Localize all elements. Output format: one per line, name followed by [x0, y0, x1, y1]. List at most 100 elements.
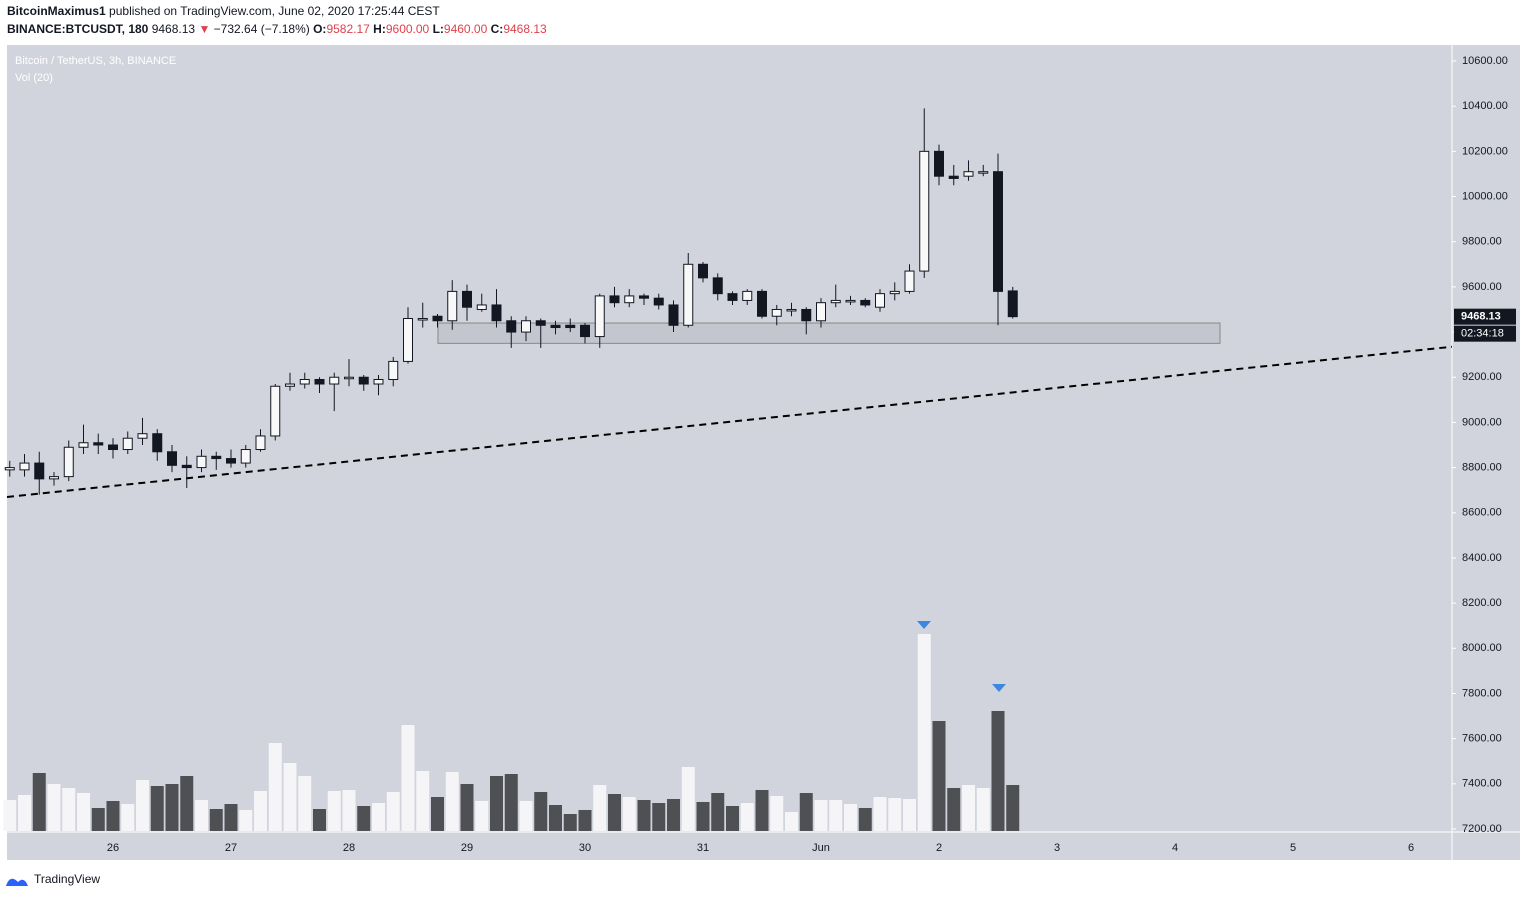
- candle-body: [137, 433, 148, 439]
- header-line-2: BINANCE:BTCUSDT, 180 9468.13 ▼ −732.64 (…: [7, 22, 547, 36]
- volume-bar: [858, 808, 872, 831]
- last: 9468.13: [152, 22, 196, 36]
- legend: Bitcoin / TetherUS, 3h, BINANCE: [15, 55, 176, 67]
- candle-body: [417, 318, 428, 321]
- y-tick-label: 10000.00: [1462, 190, 1508, 202]
- brand-logo: [6, 878, 28, 886]
- volume-bar: [873, 797, 887, 831]
- volume-bar: [327, 791, 341, 831]
- x-tick-label: 2: [936, 842, 942, 854]
- candle-body: [122, 437, 133, 451]
- volume-bar: [209, 809, 223, 831]
- volume-bar: [460, 784, 474, 831]
- volume-bar: [534, 792, 548, 831]
- arrow: ▼: [198, 22, 210, 36]
- candle-body: [285, 383, 295, 387]
- volume-bar: [681, 767, 695, 831]
- volume-bar: [799, 793, 813, 831]
- volume-bar: [372, 803, 385, 831]
- volume-bar: [445, 772, 459, 831]
- candle-body: [476, 304, 487, 310]
- candle-body: [889, 290, 900, 295]
- candle-body: [506, 320, 517, 333]
- candle-body: [388, 360, 399, 380]
- published: published on TradingView.com, June 02, 2…: [109, 4, 440, 18]
- candle-body: [63, 446, 74, 478]
- candle-body: [668, 304, 679, 326]
- volume-bar: [593, 785, 607, 831]
- volume-bar: [770, 796, 784, 831]
- volume-bar: [726, 806, 739, 831]
- y-tick-label: 7400.00: [1462, 778, 1502, 790]
- candle-body: [270, 385, 281, 437]
- candle-body: [432, 315, 443, 322]
- price-tag: 9468.13: [1461, 311, 1501, 323]
- volume-bar: [755, 790, 769, 831]
- x-tick-label: Jun: [812, 842, 830, 854]
- c-label: C:: [491, 22, 504, 36]
- volume-bar: [519, 801, 533, 831]
- candle-body: [152, 433, 163, 453]
- x-tick-label: 5: [1290, 842, 1296, 854]
- x-tick-label: 27: [225, 842, 237, 854]
- candle-body: [314, 378, 325, 385]
- volume-bar: [18, 795, 31, 831]
- candle-body: [963, 171, 974, 177]
- y-tick-label: 9200.00: [1462, 371, 1502, 383]
- author: BitcoinMaximus1: [7, 4, 106, 18]
- volume-bar: [637, 800, 651, 831]
- countdown: 02:34:18: [1461, 328, 1504, 340]
- candle-body: [624, 295, 635, 304]
- volume-bar: [298, 776, 312, 831]
- candle-body: [904, 270, 915, 292]
- y-tick-label: 10600.00: [1462, 55, 1508, 67]
- candle-body: [639, 295, 649, 299]
- volume-bar: [549, 805, 562, 831]
- volume-bar: [106, 801, 120, 831]
- candle-body: [653, 297, 664, 306]
- candle-body: [447, 290, 458, 322]
- candle-body: [403, 318, 413, 362]
- volume-bar: [903, 799, 916, 831]
- x-tick-label: 28: [343, 842, 355, 854]
- candle-body: [491, 304, 502, 322]
- volume-bar: [740, 803, 754, 831]
- candle-body: [108, 444, 118, 451]
- y-tick-label: 7200.00: [1462, 823, 1502, 835]
- volume-bar: [150, 786, 164, 831]
- x-tick-label: 4: [1172, 842, 1178, 854]
- volume-bar: [490, 776, 503, 831]
- price-tag-box: [1454, 308, 1516, 325]
- candle-body: [550, 324, 561, 329]
- volume-bar: [268, 743, 282, 831]
- candle-body: [1007, 290, 1018, 318]
- candle-body: [698, 263, 708, 279]
- candle-body: [535, 320, 546, 326]
- candle-body: [683, 263, 694, 326]
- candle-body: [934, 150, 944, 177]
- volume-bar: [357, 806, 371, 831]
- y-tick-label: 8200.00: [1462, 597, 1502, 609]
- signal-arrow: [992, 684, 1006, 692]
- candle-body: [93, 442, 104, 446]
- volume-bar: [917, 634, 931, 831]
- l-label: L:: [433, 22, 444, 36]
- candle-body: [462, 290, 472, 308]
- l-value: 9460.00: [444, 22, 488, 36]
- volume-bar: [578, 810, 592, 831]
- x-tick-label: 26: [107, 842, 119, 854]
- candle-body: [373, 378, 384, 385]
- candle-body: [211, 455, 222, 460]
- volume-bar: [342, 790, 356, 831]
- candle-body: [34, 462, 45, 480]
- candle-body: [167, 451, 177, 466]
- price-axis-background: [1452, 45, 1520, 860]
- candle-body: [727, 293, 738, 301]
- volume-bar: [563, 814, 577, 831]
- candle-body: [712, 277, 723, 295]
- volume-bar: [785, 812, 798, 831]
- candle-body: [299, 378, 310, 385]
- candle-body: [49, 476, 59, 480]
- candle-body: [196, 455, 207, 469]
